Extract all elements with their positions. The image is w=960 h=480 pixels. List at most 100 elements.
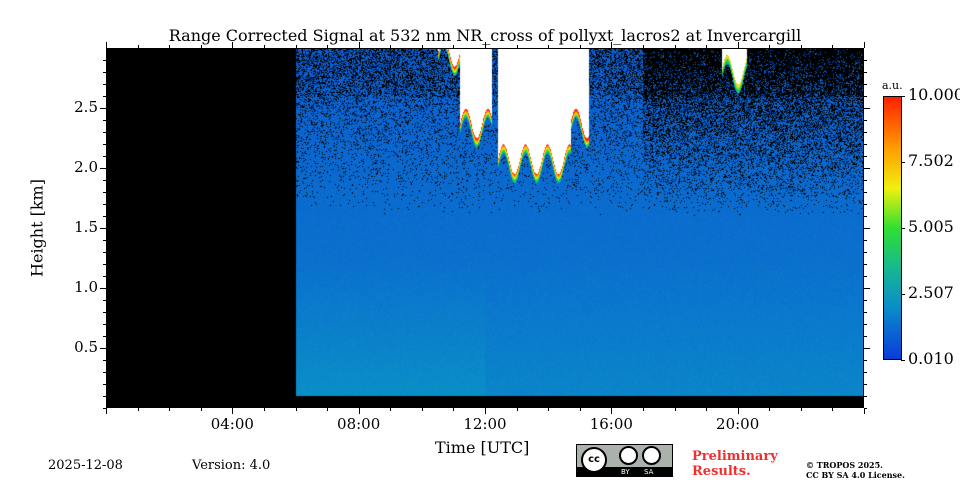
y-tick [100,168,106,169]
y-tick-right [864,264,867,265]
y-tick [103,192,106,193]
x-tick [106,408,107,414]
x-tick [579,408,581,411]
x-tick-top [737,42,739,48]
x-tick-top [295,45,297,48]
y-axis-label: Height [km] [27,179,47,277]
y-tick [103,96,106,97]
by-person-icon [619,446,638,465]
y-tick-right [864,96,867,97]
cc-by-text: BY [621,468,630,476]
y-tick-right [864,396,867,397]
y-tick-label: 1.5 [74,218,98,236]
x-tick [737,408,739,414]
y-tick [100,348,106,349]
y-tick-right [864,288,870,289]
heatmap-canvas [107,49,863,407]
preliminary-results-note: Preliminary Results. [692,449,778,479]
y-tick [103,120,106,121]
x-tick [169,408,171,411]
y-tick-label: 1.0 [74,278,98,296]
x-tick-top [485,42,486,48]
y-tick-right [864,240,867,241]
y-tick-right [864,324,867,325]
y-tick [100,228,106,229]
x-tick-top [358,42,360,48]
y-tick [103,60,106,61]
colorbar-tick-label: 10.000 [908,85,960,104]
x-tick-top [453,45,455,48]
colorbar-tick [901,294,905,295]
y-tick [100,108,106,109]
y-tick-right [864,60,867,61]
x-tick-top [548,45,550,48]
y-tick [103,312,106,313]
y-tick-right [864,276,867,277]
x-tick-top [263,45,265,48]
x-tick [200,408,202,411]
x-tick [137,408,139,411]
y-tick [103,408,106,409]
chart-title: Range Corrected Signal at 532 nm NR_cros… [168,26,802,45]
colorbar-tick [901,162,905,163]
y-tick-right [864,312,867,313]
sa-share-icon [642,446,661,465]
colorbar-tick-label: 5.005 [908,217,954,236]
x-tick [864,408,865,414]
y-tick [103,372,106,373]
colorbar-tick-label: 2.507 [908,283,954,302]
colorbar-tick [901,228,905,229]
x-tick-label: 08:00 [337,415,381,433]
x-tick-top [832,45,834,48]
heatmap-plot [106,48,864,408]
y-tick-right [864,120,867,121]
y-tick [103,300,106,301]
y-tick-right [864,336,867,337]
y-tick-label: 2.0 [74,158,98,176]
y-tick [103,336,106,337]
y-tick-right [864,300,867,301]
x-tick-top [327,45,329,48]
y-tick-right [864,408,867,409]
y-tick-right [864,144,867,145]
cc-icon: cc [581,447,607,473]
y-tick [103,360,106,361]
x-tick-top [200,45,202,48]
x-tick-label: 20:00 [716,415,760,433]
x-tick-top [421,45,423,48]
x-tick-top [516,45,518,48]
colorbar-tick-label: 7.502 [908,151,954,170]
y-tick-right [864,156,867,157]
y-tick [103,156,106,157]
x-tick-label: 04:00 [210,415,254,433]
x-tick [485,408,486,414]
y-tick [103,252,106,253]
x-tick-top [169,45,171,48]
x-tick-top [769,45,771,48]
y-tick [103,216,106,217]
x-tick [548,408,550,411]
license-text: CC BY SA 4.0 License. [806,470,905,480]
x-tick-top [232,42,234,48]
y-tick [103,264,106,265]
y-tick-right [864,108,870,109]
y-tick-right [864,216,867,217]
x-tick [769,408,771,411]
x-tick [674,408,676,411]
x-tick [453,408,455,411]
x-tick [516,408,518,411]
cc-sa-text: SA [644,468,654,476]
y-tick-label: 2.5 [74,98,98,116]
colorbar [883,96,902,360]
x-tick-top [611,42,613,48]
x-tick [611,408,613,414]
y-tick-right [864,72,867,73]
x-tick [295,408,297,411]
y-tick-right [864,360,867,361]
colorbar-tick [901,360,905,361]
y-tick-right [864,132,867,133]
y-tick-right [864,252,867,253]
y-tick-right [864,192,867,193]
colorbar-unit-label: a.u. [882,79,903,92]
y-tick [103,384,106,385]
